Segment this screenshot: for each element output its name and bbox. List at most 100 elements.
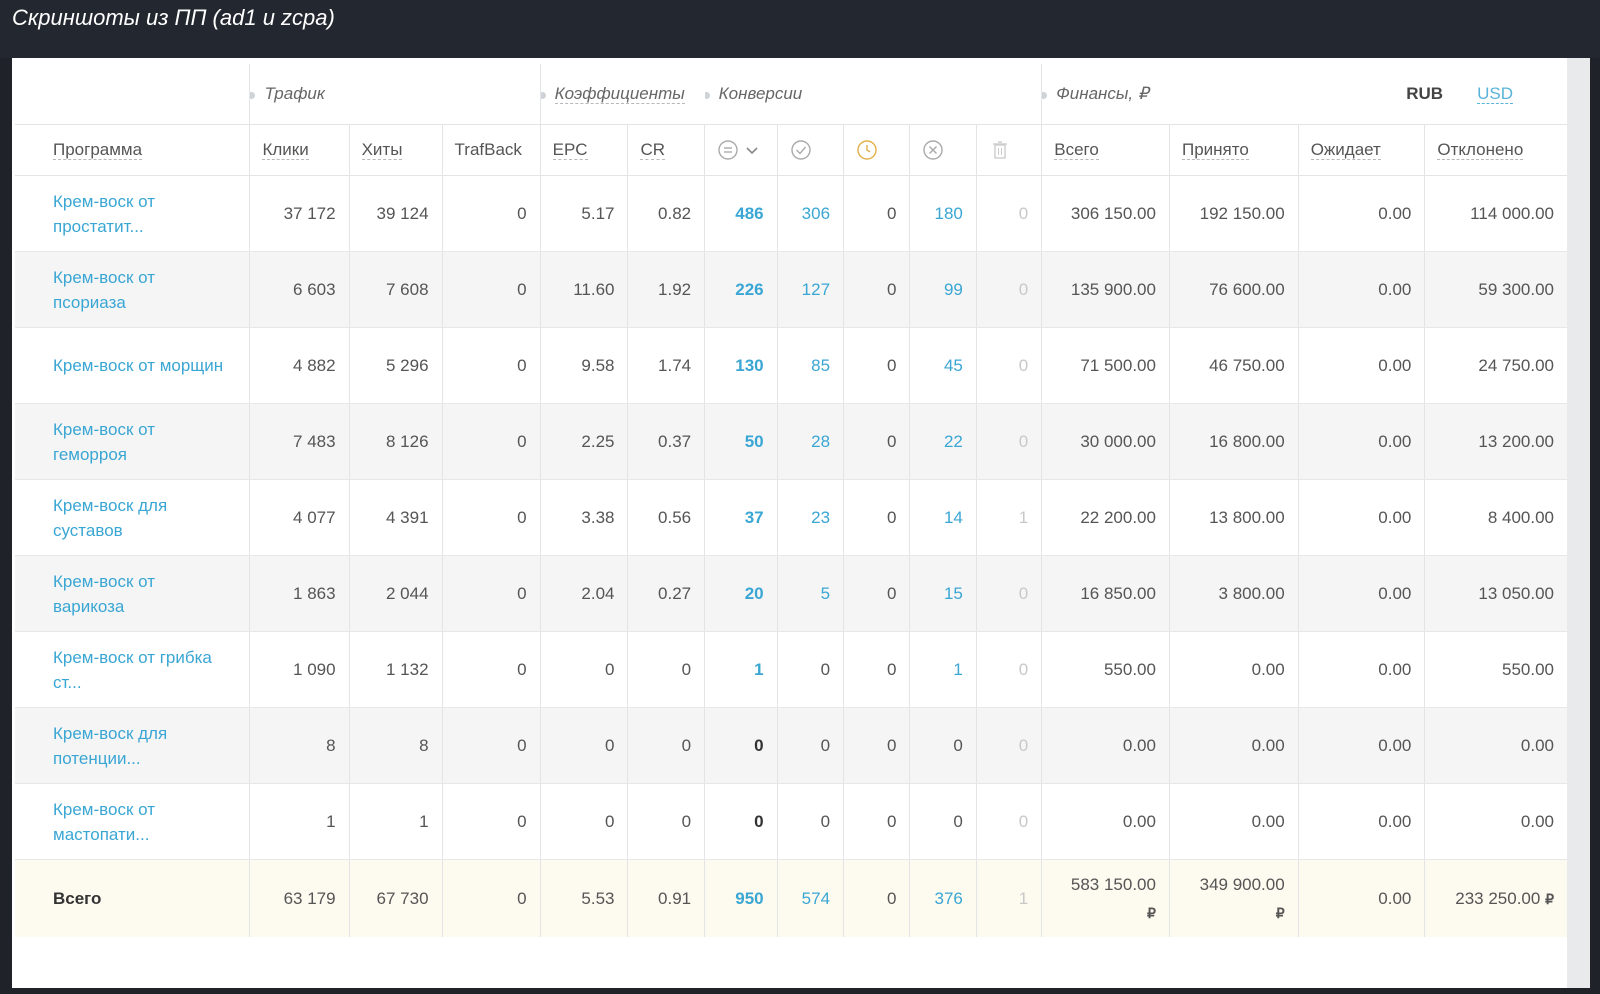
cell-fin-total: 550.00 (1041, 631, 1170, 708)
cell-fin-rejected: 8 400.00 (1424, 479, 1567, 556)
cell-trafback: 0 (442, 251, 541, 328)
program-link[interactable]: Крем-воск от мастопати... (15, 783, 251, 860)
cell-hits: 7 608 (349, 251, 443, 328)
cell-conv-accepted[interactable]: 85 (777, 327, 845, 404)
cell-conv-rejected[interactable]: 1 (909, 631, 977, 708)
cell-conv-accepted: 0 (777, 631, 845, 708)
cell-hits: 5 296 (349, 327, 443, 404)
col-clicks[interactable]: Клики (249, 124, 350, 176)
cell-conv-trash: 0 (976, 251, 1043, 328)
cell-fin-rejected: 0.00 (1424, 783, 1567, 860)
cell-conv-trash: 1 (976, 479, 1043, 556)
cell-conv-total[interactable]: 37 (704, 479, 778, 556)
cell-fin-accepted: 0.00 (1169, 783, 1299, 860)
program-link[interactable]: Крем-воск от простатит... (15, 175, 251, 252)
total-conv-total[interactable]: 950 (704, 859, 778, 937)
cell-fin-accepted: 13 800.00 (1169, 479, 1299, 556)
cell-fin-pending: 0.00 (1298, 783, 1426, 860)
cell-conv-total[interactable]: 226 (704, 251, 778, 328)
cell-clicks: 1 090 (249, 631, 350, 708)
table-row: Крем-воск от геморроя 7 483 8 126 0 2.25 0.37 5… (15, 403, 1567, 480)
cell-conv-rejected[interactable]: 14 (909, 479, 977, 556)
col-epc[interactable]: EPC (540, 124, 629, 176)
cell-fin-accepted: 3 800.00 (1169, 555, 1299, 632)
currency-rub[interactable]: RUB (1406, 84, 1444, 103)
total-fin-pending: 0.00 (1298, 859, 1426, 937)
col-trafback[interactable]: TrafBack (442, 124, 541, 176)
col-hits[interactable]: Хиты (349, 124, 443, 176)
program-link[interactable]: Крем-воск от варикоза (15, 555, 251, 632)
cell-trafback: 0 (442, 783, 541, 860)
cell-conv-accepted[interactable]: 127 (777, 251, 845, 328)
cell-conv-rejected[interactable]: 45 (909, 327, 977, 404)
col-fin-pending[interactable]: Ожидает (1298, 124, 1426, 176)
col-fin-total[interactable]: Всего (1041, 124, 1170, 176)
col-program[interactable]: Программа (15, 124, 251, 176)
cell-trafback: 0 (442, 479, 541, 556)
col-conv-accepted[interactable] (777, 124, 845, 176)
cell-epc: 2.04 (540, 555, 629, 632)
program-link[interactable]: Крем-воск для потенции... (15, 707, 251, 784)
cell-conv-rejected: 0 (909, 707, 977, 784)
program-link[interactable]: Крем-воск от морщин (15, 327, 251, 404)
cell-fin-pending: 0.00 (1298, 403, 1426, 480)
cell-fin-pending: 0.00 (1298, 327, 1426, 404)
cell-conv-trash: 0 (976, 403, 1043, 480)
cell-fin-total: 306 150.00 (1041, 175, 1170, 252)
cell-cr: 0.27 (627, 555, 706, 632)
cell-hits: 8 (349, 707, 443, 784)
col-conv-trash[interactable] (976, 124, 1043, 176)
cell-epc: 2.25 (540, 403, 629, 480)
table-body: Крем-воск от простатит... 37 172 39 124 0 5.1… (15, 175, 1567, 937)
program-link[interactable]: Крем-воск от грибка ст... (15, 631, 251, 708)
total-label: Всего (15, 859, 251, 937)
scrollbar-track[interactable] (1567, 58, 1590, 988)
col-conv-rejected[interactable] (909, 124, 977, 176)
group-header-row: Трафик Коэффициенты Конверсии Финансы, ₽… (15, 64, 1567, 125)
total-conv-accepted[interactable]: 574 (777, 859, 845, 937)
cell-conv-total[interactable]: 50 (704, 403, 778, 480)
cell-conv-total[interactable]: 486 (704, 175, 778, 252)
cell-conv-accepted[interactable]: 306 (777, 175, 845, 252)
chevron-down-icon[interactable] (744, 142, 760, 158)
list-icon (718, 140, 738, 160)
cell-fin-total: 0.00 (1041, 707, 1170, 784)
cell-conv-total[interactable]: 1 (704, 631, 778, 708)
cell-cr: 1.74 (627, 327, 706, 404)
cell-conv-rejected[interactable]: 99 (909, 251, 977, 328)
clock-icon (857, 140, 877, 160)
cell-epc: 0 (540, 631, 629, 708)
cell-fin-total: 22 200.00 (1041, 479, 1170, 556)
program-link[interactable]: Крем-воск для суставов (15, 479, 251, 556)
col-fin-rejected[interactable]: Отклонено (1424, 124, 1567, 176)
total-hits: 67 730 (349, 859, 443, 937)
currency-usd[interactable]: USD (1477, 84, 1513, 104)
currency-switch: RUB USD (1298, 64, 1567, 125)
cell-epc: 0 (540, 783, 629, 860)
cell-conv-accepted[interactable]: 28 (777, 403, 845, 480)
cell-conv-total[interactable]: 20 (704, 555, 778, 632)
cell-conv-total[interactable]: 130 (704, 327, 778, 404)
cell-conv-accepted[interactable]: 5 (777, 555, 845, 632)
table-row: Крем-воск для потенции... 8 8 0 0 0 0 0 0 0 0 0.00 0.… (15, 707, 1567, 784)
cell-conv-rejected[interactable]: 180 (909, 175, 977, 252)
program-link[interactable]: Крем-воск от псориаза (15, 251, 251, 328)
program-link[interactable]: Крем-воск от геморроя (15, 403, 251, 480)
total-conv-rejected[interactable]: 376 (909, 859, 977, 937)
group-coefficients[interactable]: Коэффициенты (540, 84, 685, 104)
col-conv-total[interactable] (704, 124, 778, 176)
cell-fin-pending: 0.00 (1298, 707, 1426, 784)
stats-table: Трафик Коэффициенты Конверсии Финансы, ₽… (15, 64, 1567, 937)
cell-cr: 0 (627, 783, 706, 860)
col-fin-accepted[interactable]: Принято (1169, 124, 1299, 176)
cell-conv-rejected[interactable]: 15 (909, 555, 977, 632)
col-conv-pending[interactable] (843, 124, 911, 176)
col-cr[interactable]: CR (627, 124, 706, 176)
cell-conv-accepted[interactable]: 23 (777, 479, 845, 556)
check-circle-icon (790, 140, 811, 160)
cell-conv-pending: 0 (843, 555, 911, 632)
cell-fin-pending: 0.00 (1298, 631, 1426, 708)
cell-fin-pending: 0.00 (1298, 251, 1426, 328)
column-header-row: Программа Клики Хиты TrafBack EPC CR (15, 124, 1567, 176)
cell-conv-rejected[interactable]: 22 (909, 403, 977, 480)
